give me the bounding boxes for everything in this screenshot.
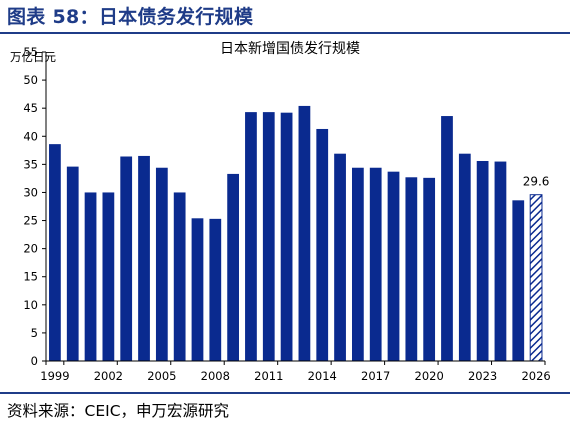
bar bbox=[494, 161, 507, 361]
y-tick-label: 20 bbox=[23, 242, 38, 256]
bar bbox=[280, 112, 293, 361]
y-axis-unit-label: 万亿日元 bbox=[10, 50, 56, 64]
bar bbox=[191, 218, 204, 361]
figure-title: 图表 58：日本债务发行规模 bbox=[7, 6, 254, 28]
y-tick-label: 5 bbox=[31, 326, 38, 340]
x-tick-label: 1999 bbox=[40, 369, 69, 383]
bar bbox=[49, 144, 61, 361]
x-tick-label: 2014 bbox=[308, 369, 337, 383]
bar bbox=[262, 112, 275, 361]
footer-divider bbox=[0, 392, 570, 394]
x-tick-label: 2008 bbox=[201, 369, 230, 383]
x-tick-label: 2005 bbox=[147, 369, 176, 383]
x-tick-label: 2026 bbox=[521, 369, 550, 383]
y-tick-label: 10 bbox=[23, 298, 38, 312]
y-tick-label: 35 bbox=[23, 157, 38, 171]
bar bbox=[334, 153, 346, 361]
x-tick-label: 2023 bbox=[468, 369, 497, 383]
x-axis: 1999 2002 2005 2008 2011 2014 2017 2020 2023 2026 bbox=[40, 360, 551, 383]
bar-series: 29.6 bbox=[49, 105, 550, 362]
bar bbox=[458, 153, 471, 361]
y-tick-label: 15 bbox=[23, 270, 38, 284]
bar bbox=[369, 167, 382, 361]
bar bbox=[245, 112, 257, 361]
bar bbox=[351, 167, 364, 361]
bar-projected-hatched bbox=[529, 194, 543, 362]
bar bbox=[138, 155, 150, 361]
title-divider bbox=[0, 32, 570, 34]
bar bbox=[316, 128, 329, 361]
data-label-projected: 29.6 bbox=[523, 175, 550, 189]
bar bbox=[476, 160, 489, 361]
bar bbox=[173, 192, 186, 361]
y-tick-label: 50 bbox=[23, 73, 38, 87]
y-axis: 0 5 10 15 20 25 30 35 40 45 50 55 bbox=[23, 45, 47, 368]
bar bbox=[102, 192, 115, 361]
source-note: 资料来源：CEIC，申万宏源研究 bbox=[7, 402, 230, 420]
y-tick-label: 25 bbox=[23, 214, 38, 228]
bar bbox=[405, 177, 418, 361]
x-tick-label: 2011 bbox=[254, 369, 283, 383]
chart-title: 日本新增国债发行规模 bbox=[220, 41, 360, 57]
bar bbox=[209, 218, 222, 361]
bar bbox=[84, 192, 97, 361]
bar bbox=[423, 177, 436, 361]
bar bbox=[66, 166, 79, 361]
x-tick-label: 2002 bbox=[94, 369, 123, 383]
bar bbox=[120, 156, 133, 361]
bar-chart: 日本新增国债发行规模 万亿日元 0 5 10 15 20 25 30 35 40 45 50 55 2… bbox=[10, 41, 551, 383]
y-tick-label: 0 bbox=[31, 354, 38, 368]
y-tick-label: 40 bbox=[23, 129, 38, 143]
y-tick-label: 45 bbox=[23, 101, 38, 115]
x-tick-label: 2020 bbox=[415, 369, 444, 383]
bar bbox=[155, 167, 168, 361]
bar bbox=[227, 173, 240, 361]
bar bbox=[441, 116, 453, 361]
y-tick-label: 55 bbox=[23, 45, 38, 59]
bar bbox=[298, 105, 311, 362]
y-tick-label: 30 bbox=[23, 185, 38, 199]
bar bbox=[387, 171, 400, 361]
x-tick-label: 2017 bbox=[361, 369, 390, 383]
bar bbox=[512, 200, 525, 361]
